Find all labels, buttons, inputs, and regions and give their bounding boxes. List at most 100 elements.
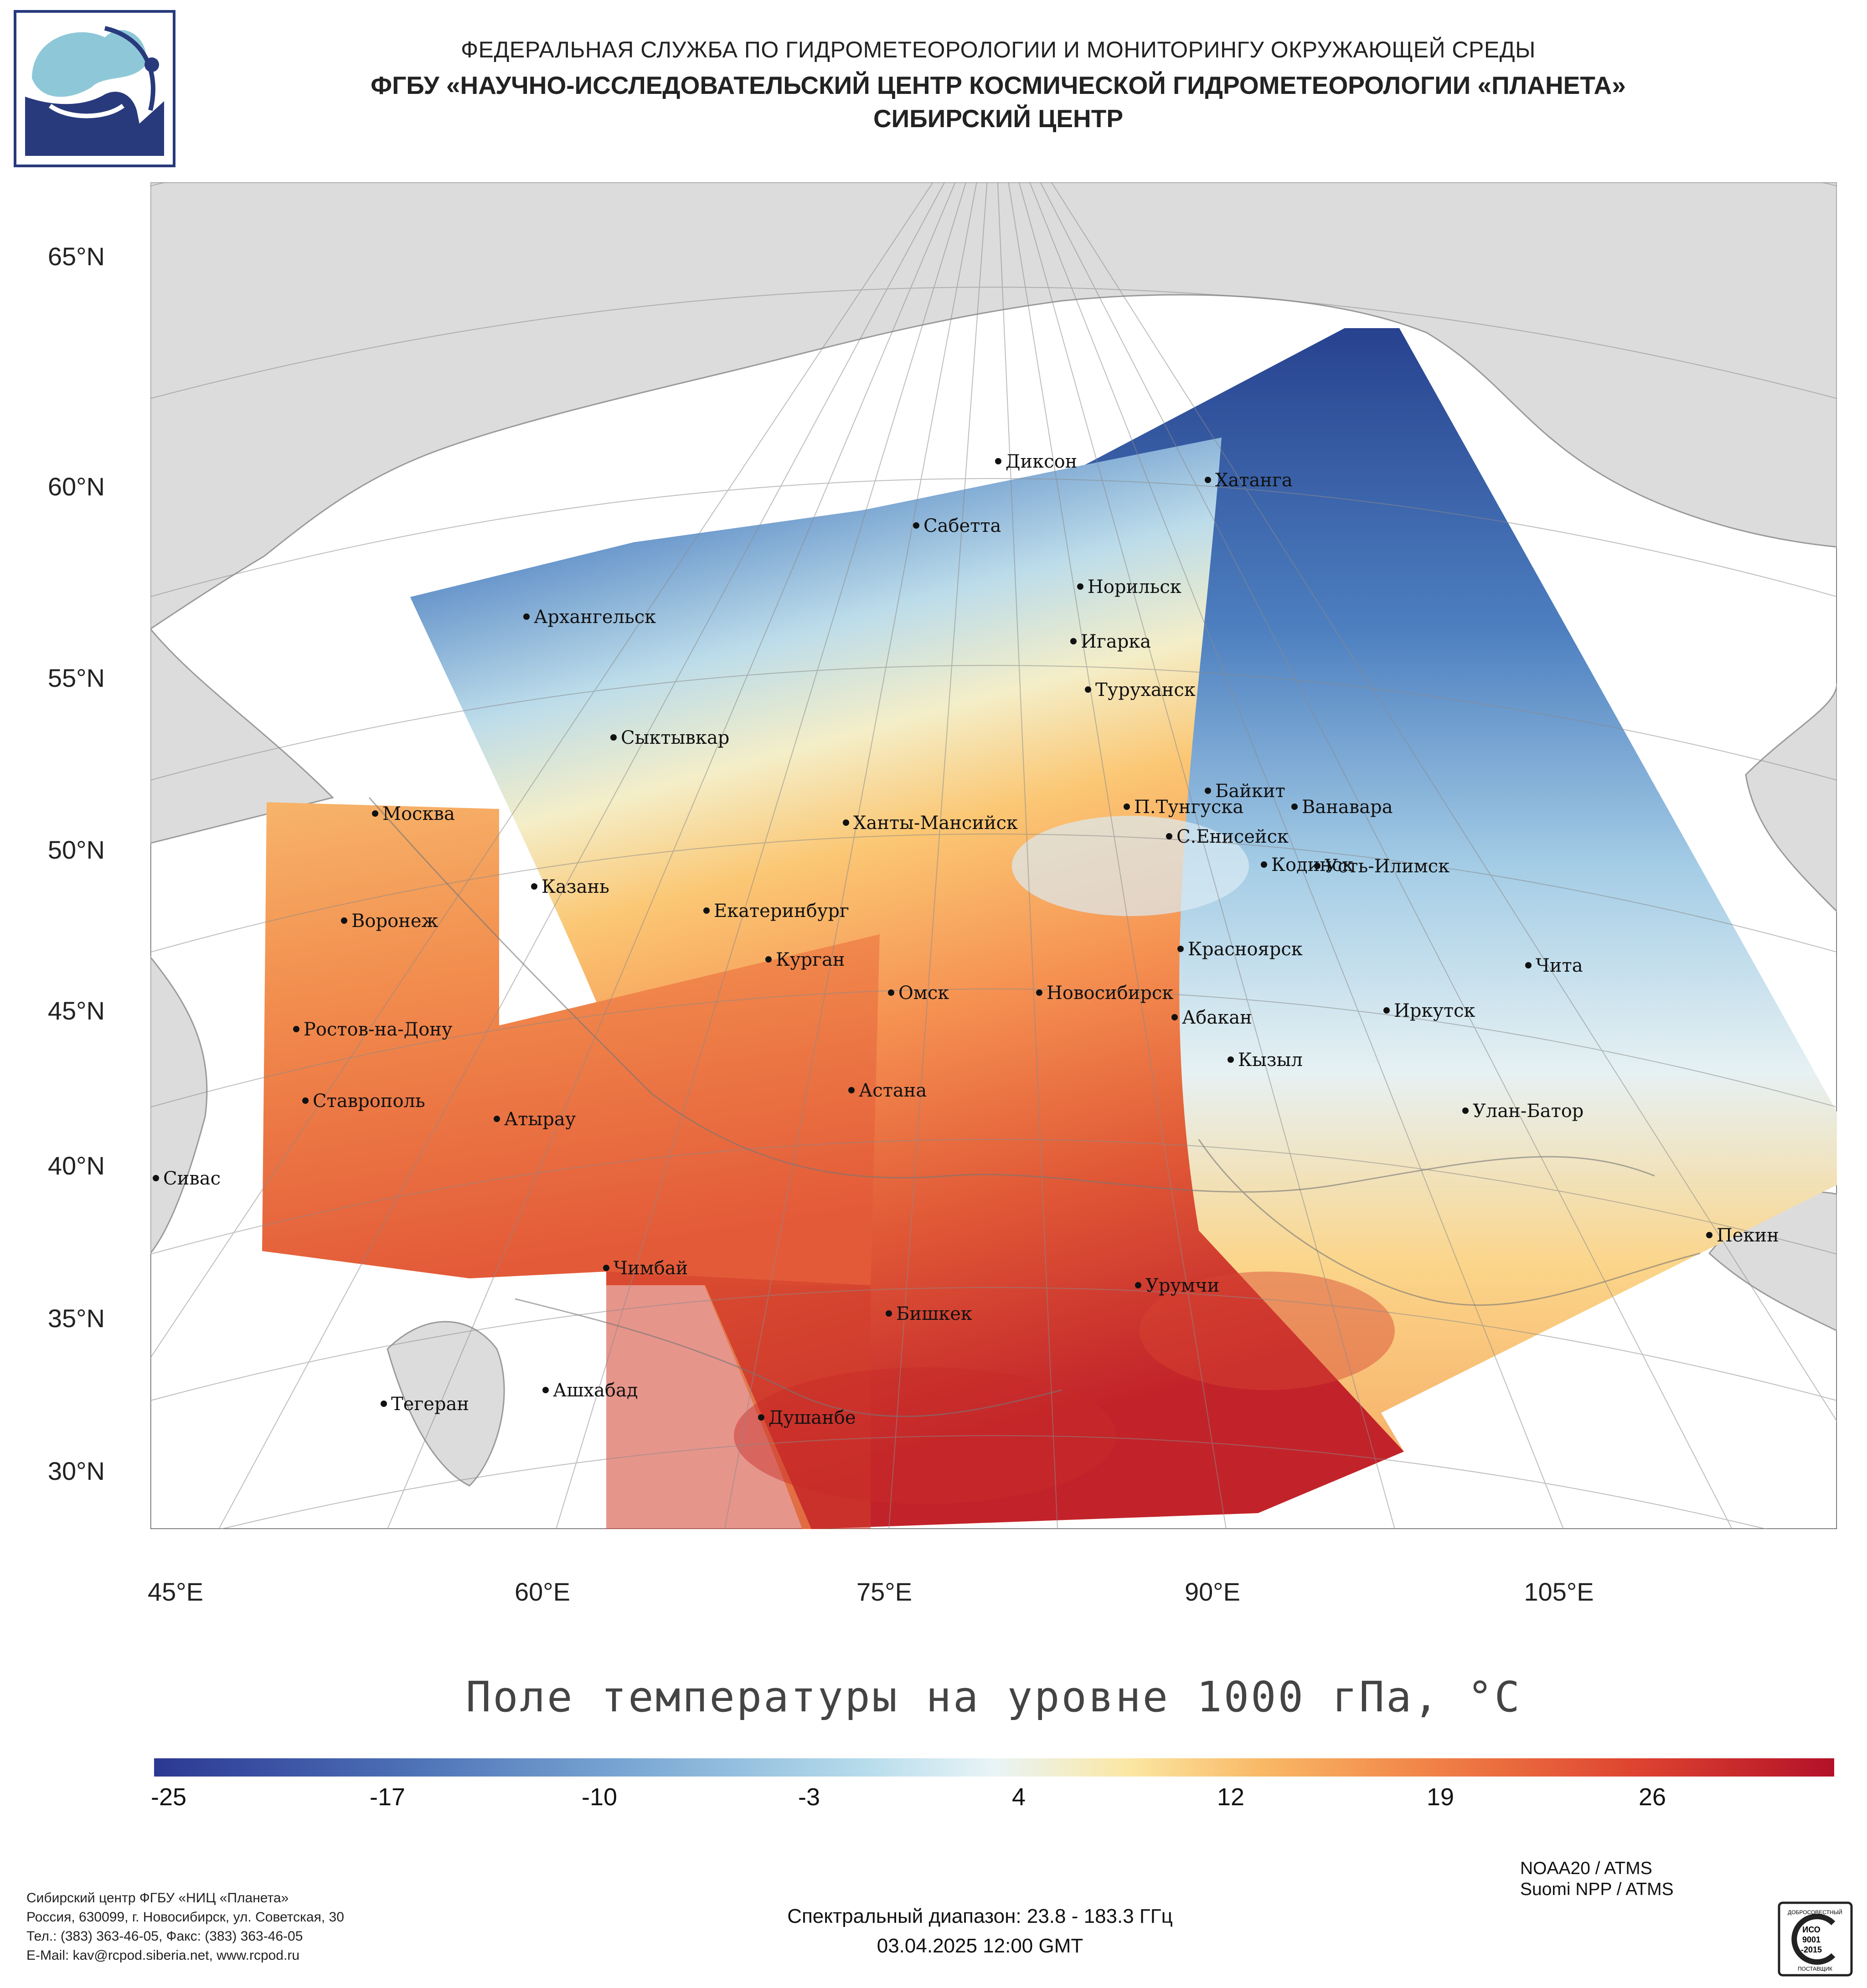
lat-tick-30: 30°N — [47, 1457, 105, 1485]
city-label: Омск — [898, 983, 949, 1004]
header-center: СИБИРСКИЙ ЦЕНТР — [873, 104, 1124, 133]
city-label: Байкит — [1215, 781, 1285, 802]
colorbar-label: -3 — [798, 1783, 820, 1811]
lat-tick-45: 45°N — [47, 996, 105, 1025]
city-label: Туруханск — [1095, 680, 1196, 700]
city-dot — [1124, 803, 1130, 810]
city-dot — [1227, 1056, 1234, 1063]
city-label: Астана — [859, 1080, 927, 1101]
sensor-noaa20: NOAA20 / ATMS — [1520, 1859, 1652, 1878]
lon-tick-60: 60°E — [514, 1577, 571, 1606]
city-label: Чита — [1536, 955, 1583, 976]
lat-tick-50: 50°N — [47, 835, 105, 864]
city-label: Сабетта — [923, 515, 1001, 536]
city-dot — [1205, 477, 1211, 483]
svg-text:ИСО: ИСО — [1802, 1925, 1821, 1934]
sensor-snpp: Suomi NPP / ATMS — [1520, 1880, 1674, 1899]
city-dot — [542, 1387, 549, 1393]
city-label: Улан-Батор — [1473, 1101, 1583, 1122]
iso-certification-badge: ДОБРОСОВЕСТНЫЙ ИСО 9001 -2015 ПОСТАВЩИК — [1778, 1901, 1853, 1977]
city-dot — [153, 1175, 159, 1181]
svg-text:ДОБРОСОВЕСТНЫЙ: ДОБРОСОВЕСТНЫЙ — [1788, 1909, 1842, 1916]
colorbar-label: 4 — [1011, 1783, 1026, 1811]
city-label: Абакан — [1182, 1007, 1252, 1028]
city-label: Норильск — [1088, 577, 1181, 597]
city-dot — [888, 989, 894, 996]
city-dot — [765, 956, 772, 963]
city-label: Кодинск — [1271, 855, 1353, 876]
colorbar-label: -17 — [369, 1783, 406, 1811]
lon-tick-105: 105°E — [1524, 1577, 1594, 1606]
planeta-logo — [14, 10, 175, 167]
city-dot — [1077, 583, 1083, 590]
lon-tick-45: 45°E — [147, 1577, 204, 1606]
lat-tick-60: 60°N — [47, 472, 105, 501]
city-dot — [843, 819, 849, 826]
city-dot — [1036, 989, 1042, 996]
city-label: Бишкек — [896, 1303, 972, 1324]
colorbar-label: 12 — [1217, 1783, 1245, 1811]
city-dot — [1462, 1107, 1469, 1114]
city-label: Москва — [382, 803, 455, 824]
city-dot — [293, 1026, 299, 1032]
city-dot — [1085, 686, 1091, 693]
svg-text:-2015: -2015 — [1801, 1945, 1822, 1954]
org-email: E-Mail: kav@rcpod.siberia.net, www.rcpod… — [26, 1948, 300, 1963]
city-label: Ванавара — [1302, 797, 1393, 818]
city-label: Хатанга — [1215, 470, 1293, 491]
city-label: Сыктывкар — [621, 727, 729, 748]
city-label: Воронеж — [351, 911, 438, 932]
lat-tick-35: 35°N — [47, 1304, 105, 1333]
city-dot — [1166, 833, 1172, 839]
city-dot — [381, 1401, 387, 1407]
city-dot — [531, 883, 537, 890]
city-label: Красноярск — [1188, 939, 1303, 960]
city-dot — [372, 810, 378, 817]
city-dot — [341, 917, 347, 924]
city-label: Диксон — [1006, 451, 1077, 472]
city-dot — [1525, 962, 1532, 968]
lon-tick-75: 75°E — [856, 1577, 913, 1606]
city-label: Екатеринбург — [714, 901, 849, 922]
city-label: Ханты-Мансийск — [853, 813, 1018, 834]
colorbar-label: 26 — [1638, 1783, 1666, 1811]
city-dot — [1383, 1007, 1390, 1014]
city-label: Пекин — [1717, 1225, 1779, 1246]
city-dot — [603, 1265, 609, 1271]
city-dot — [302, 1097, 309, 1104]
map-title: Поле температуры на уровне 1000 гПа, °C — [465, 1673, 1522, 1721]
city-dot — [523, 613, 530, 620]
city-label: Усть-Илимск — [1325, 856, 1449, 877]
org-name: Сибирский центр ФГБУ «НИЦ «Планета» — [26, 1890, 289, 1906]
datetime: 03.04.2025 12:00 GMT — [877, 1935, 1083, 1957]
lat-tick-40: 40°N — [47, 1151, 105, 1180]
city-markers: Диксон Хатанга Сабетта Норильск Архангельск И… — [153, 451, 1779, 1428]
country-borders — [368, 797, 1701, 1417]
city-label: Казань — [542, 876, 609, 897]
colorbar-label: 19 — [1426, 1783, 1454, 1811]
city-dot — [703, 907, 710, 914]
city-dot — [1135, 1282, 1141, 1288]
city-label: Ростов-на-Дону — [304, 1019, 453, 1040]
lat-tick-55: 55°N — [47, 664, 105, 692]
spectral-range: Спектральный диапазон: 23.8 - 183.3 ГГц — [787, 1905, 1173, 1927]
city-dot — [1177, 946, 1184, 952]
svg-text:9001: 9001 — [1802, 1935, 1821, 1944]
colorbar-label: -10 — [581, 1783, 618, 1811]
org-address: Россия, 630099, г. Новосибирск, ул. Сове… — [26, 1910, 344, 1925]
city-label: Ставрополь — [313, 1091, 425, 1112]
city-label: Кызыл — [1238, 1050, 1303, 1071]
city-label: Иркутск — [1394, 1000, 1475, 1021]
org-phone: Тел.: (383) 363-46-05, Факс: (383) 363-4… — [26, 1929, 303, 1944]
city-label: Сивас — [163, 1168, 221, 1189]
city-label: Чимбай — [614, 1258, 688, 1279]
city-dot — [1205, 788, 1211, 794]
city-dot — [1070, 638, 1077, 644]
city-dot — [886, 1310, 892, 1317]
city-dot — [1706, 1232, 1712, 1238]
colorbar-label: -25 — [150, 1783, 187, 1811]
city-label: Ашхабад — [553, 1380, 638, 1401]
city-label: Курган — [776, 949, 845, 970]
city-dot — [494, 1116, 500, 1122]
city-label: Тегеран — [391, 1394, 469, 1415]
